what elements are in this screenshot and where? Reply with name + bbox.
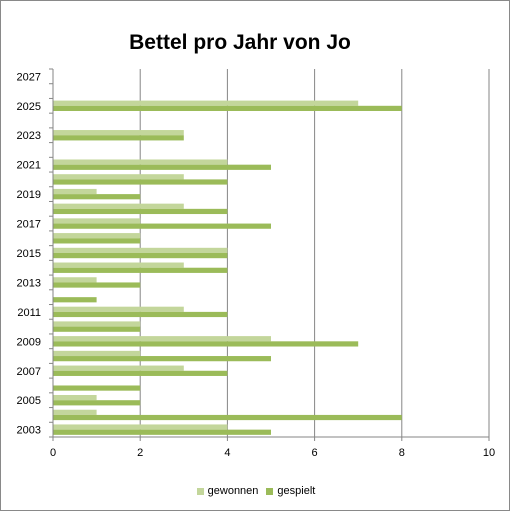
bar-gewonnen-2014 xyxy=(53,262,184,268)
bar-gewonnen-2018 xyxy=(53,203,184,209)
bar-gewonnen-2025 xyxy=(53,100,359,106)
bar-gespielt-2004 xyxy=(53,414,402,421)
bar-gewonnen-2019 xyxy=(53,188,97,195)
legend-swatch-gewonnen xyxy=(196,487,204,495)
bar-gewonnen-2008 xyxy=(53,350,141,357)
chart-title: Bettel pro Jahr von Jo xyxy=(129,31,351,54)
y-tick-label-2019: 2019 xyxy=(17,189,41,201)
y-tick-label-2003: 2003 xyxy=(17,425,41,437)
x-tick-label-4: 4 xyxy=(224,447,230,459)
bar-gespielt-2008 xyxy=(53,356,271,362)
y-tick-label-2027: 2027 xyxy=(17,71,41,83)
bar-gespielt-2025 xyxy=(53,105,402,111)
bar-gespielt-2013 xyxy=(53,282,141,288)
bar-gespielt-2012 xyxy=(53,297,97,303)
y-tick-label-2007: 2007 xyxy=(17,366,41,378)
x-tick-label-8: 8 xyxy=(399,447,405,459)
bar-gespielt-2018 xyxy=(53,208,228,215)
y-tick-label-2009: 2009 xyxy=(17,336,41,348)
x-tick-label-2: 2 xyxy=(137,447,143,459)
bar-gespielt-2014 xyxy=(53,267,228,273)
legend-item-gespielt: gespielt xyxy=(266,485,315,497)
bar-gewonnen-2016 xyxy=(53,233,141,239)
bar-gespielt-2011 xyxy=(53,311,228,318)
bar-gespielt-2021 xyxy=(53,164,271,170)
bar-gewonnen-2021 xyxy=(53,159,228,165)
y-tick-label-2015: 2015 xyxy=(17,248,41,260)
bar-gewonnen-2011 xyxy=(53,306,184,312)
y-tick-label-2011: 2011 xyxy=(17,307,41,319)
bar-gespielt-2009 xyxy=(53,341,359,347)
bar-gewonnen-2010 xyxy=(53,321,141,327)
y-tick-label-2021: 2021 xyxy=(17,160,41,172)
legend: gewonnen gespielt xyxy=(1,485,510,497)
bar-gewonnen-2015 xyxy=(53,247,228,253)
plot-area: 2003 2005 2007 2009 2011 2013 2015 2017 2019 2021… xyxy=(17,68,495,459)
bar-gewonnen-2005 xyxy=(53,395,97,401)
y-tick-label-2005: 2005 xyxy=(17,395,41,407)
legend-item-gewonnen: gewonnen xyxy=(196,485,259,497)
legend-label-gespielt: gespielt xyxy=(277,485,316,497)
bar-gespielt-2003 xyxy=(53,429,271,435)
legend-swatch-gespielt xyxy=(266,487,274,495)
bar-gewonnen-2007 xyxy=(53,365,184,371)
bar-gewonnen-2013 xyxy=(53,277,97,283)
bar-gespielt-2017 xyxy=(53,223,271,229)
bar-gespielt-2007 xyxy=(53,370,228,376)
x-tick-label-0: 0 xyxy=(50,447,56,459)
bar-gespielt-2023 xyxy=(53,135,184,141)
y-tick-label-2025: 2025 xyxy=(17,101,41,113)
bar-gewonnen-2017 xyxy=(53,218,141,224)
bar-gewonnen-2009 xyxy=(53,336,271,342)
y-tick-label-2023: 2023 xyxy=(17,130,41,142)
bar-gespielt-2005 xyxy=(53,400,141,406)
bar-gewonnen-2003 xyxy=(53,424,228,430)
bar-gespielt-2020 xyxy=(53,179,228,185)
bar-gespielt-2015 xyxy=(53,253,228,259)
bar-gespielt-2019 xyxy=(53,194,141,200)
bar-gespielt-2006 xyxy=(53,385,141,391)
bar-gewonnen-2020 xyxy=(53,174,184,180)
bar-gewonnen-2004 xyxy=(53,409,97,415)
bar-gewonnen-2023 xyxy=(53,130,184,136)
x-tick-label-10: 10 xyxy=(483,447,495,459)
bar-gespielt-2010 xyxy=(53,326,141,332)
x-tick-label-6: 6 xyxy=(312,447,318,459)
legend-label-gewonnen: gewonnen xyxy=(207,485,259,497)
y-tick-label-2017: 2017 xyxy=(17,219,41,231)
y-tick-label-2013: 2013 xyxy=(17,277,41,289)
bar-gespielt-2016 xyxy=(53,238,141,244)
